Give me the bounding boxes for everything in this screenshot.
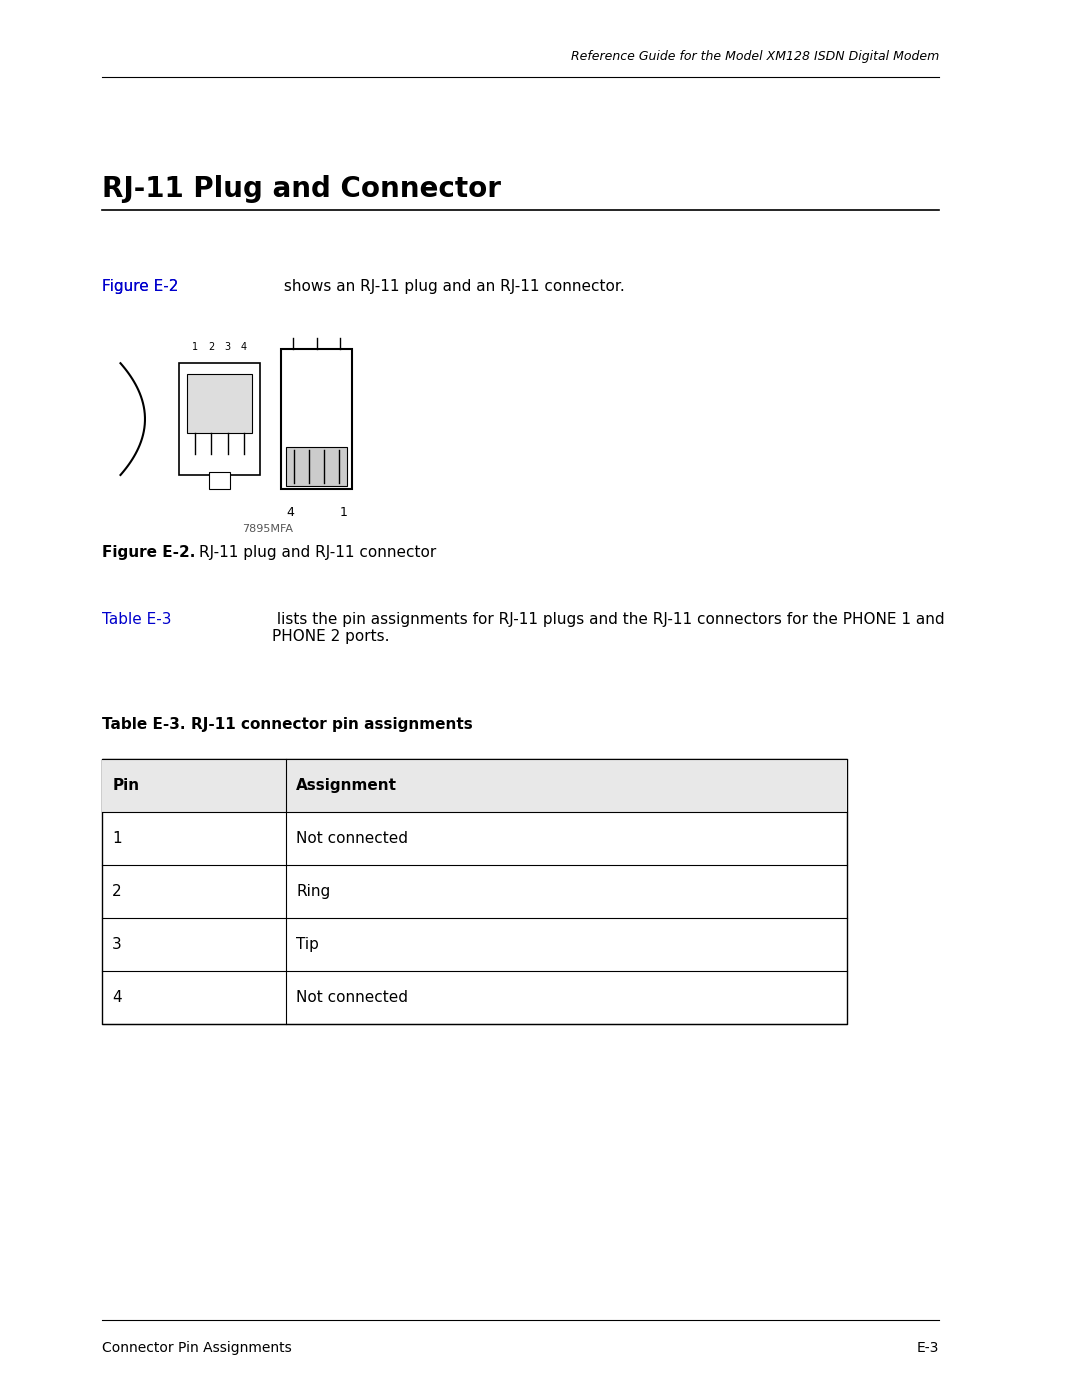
Text: RJ-11 connector pin assignments: RJ-11 connector pin assignments (191, 717, 473, 732)
Text: shows an RJ-11 plug and an RJ-11 connector.: shows an RJ-11 plug and an RJ-11 connect… (279, 279, 624, 295)
Bar (281, 349, 352, 489)
Text: 4: 4 (241, 342, 247, 352)
Bar (187, 374, 253, 433)
Bar (286, 447, 347, 486)
Text: Not connected: Not connected (296, 990, 408, 1004)
Text: Pin: Pin (112, 778, 139, 792)
Text: Figure E-2: Figure E-2 (103, 279, 178, 295)
Text: Assignment: Assignment (296, 778, 397, 792)
Text: Ring: Ring (296, 884, 330, 898)
Text: Figure E-2.: Figure E-2. (103, 545, 195, 560)
Bar (210, 472, 230, 489)
Text: Reference Guide for the Model XM128 ISDN Digital Modem: Reference Guide for the Model XM128 ISDN… (571, 50, 940, 63)
Text: 2: 2 (208, 342, 215, 352)
Text: 7895MFA: 7895MFA (243, 524, 294, 534)
Text: RJ-11 plug and RJ-11 connector: RJ-11 plug and RJ-11 connector (199, 545, 436, 560)
Text: 4: 4 (286, 506, 294, 518)
Bar (103, 759, 848, 812)
Text: 3: 3 (225, 342, 231, 352)
Bar (103, 759, 848, 1024)
Text: 1: 1 (192, 342, 198, 352)
Text: Connector Pin Assignments: Connector Pin Assignments (103, 1341, 292, 1355)
Text: 2: 2 (112, 884, 122, 898)
Text: 1: 1 (112, 831, 122, 845)
Text: 3: 3 (112, 937, 122, 951)
Text: lists the pin assignments for RJ-11 plugs and the RJ-11 connectors for the PHONE: lists the pin assignments for RJ-11 plug… (272, 612, 945, 644)
Text: Table E-3: Table E-3 (103, 612, 172, 627)
Text: E-3: E-3 (917, 1341, 940, 1355)
Text: Figure E-2: Figure E-2 (103, 279, 178, 295)
Text: 1: 1 (339, 506, 347, 518)
Text: Tip: Tip (296, 937, 319, 951)
Text: 4: 4 (112, 990, 122, 1004)
Text: Table E-3.: Table E-3. (103, 717, 186, 732)
Text: RJ-11 Plug and Connector: RJ-11 Plug and Connector (103, 175, 501, 203)
Bar (178, 363, 260, 475)
Text: Not connected: Not connected (296, 831, 408, 845)
